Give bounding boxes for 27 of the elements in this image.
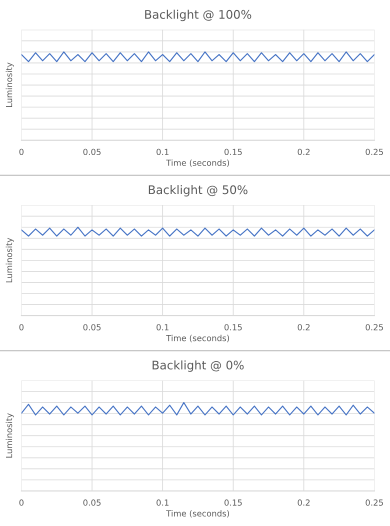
- x-tick-label: 0.05: [83, 148, 101, 156]
- x-tick-label: 0.25: [366, 499, 383, 506]
- x-tick-label: 0.25: [366, 324, 383, 330]
- x-tick-label: 0: [19, 148, 24, 156]
- x-tick-label: 0.2: [298, 499, 310, 506]
- x-tick-label: 0.2: [298, 324, 310, 330]
- y-axis-title: Luminosity: [6, 238, 14, 282]
- x-tick-label: 0.2: [298, 148, 310, 156]
- x-tick-label: 0.05: [83, 324, 101, 330]
- x-axis-title: Time (seconds): [166, 159, 230, 167]
- x-tick-label: 0.1: [156, 148, 168, 156]
- x-tick-label: 0: [19, 499, 24, 506]
- chart-title: Backlight @ 50%: [148, 185, 248, 196]
- y-axis-title: Luminosity: [6, 62, 14, 107]
- x-axis-title: Time (seconds): [166, 510, 230, 518]
- x-tick-label: 0.1: [156, 499, 168, 506]
- x-tick-label: 0.15: [224, 148, 242, 156]
- y-axis-title: Luminosity: [6, 413, 14, 458]
- x-tick-label: 0.1: [156, 324, 168, 330]
- chart-title: Backlight @ 100%: [145, 10, 252, 22]
- x-tick-label: 0.15: [224, 324, 242, 330]
- x-tick-label: 0: [19, 324, 24, 330]
- chart-title: Backlight @ 0%: [152, 360, 244, 372]
- x-tick-label: 0.05: [83, 499, 101, 506]
- x-tick-label: 0.15: [224, 499, 242, 506]
- x-axis-title: Time (seconds): [166, 334, 230, 342]
- x-tick-label: 0.25: [366, 148, 383, 156]
